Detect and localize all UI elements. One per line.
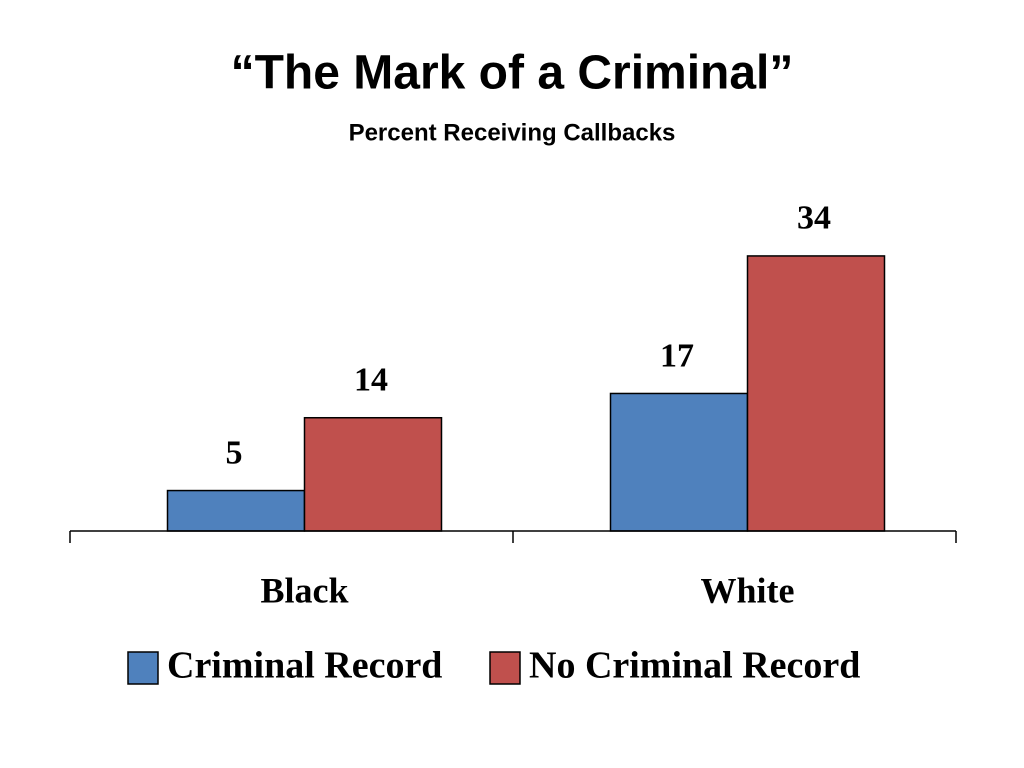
legend-swatch — [127, 651, 159, 685]
data-label: 34 — [797, 200, 831, 237]
bar — [303, 416, 443, 532]
bar — [609, 392, 749, 532]
chart-title: “The Mark of a Criminal” — [231, 47, 794, 100]
legend-swatch — [489, 651, 521, 685]
bar — [166, 489, 306, 532]
data-label: 14 — [354, 362, 388, 399]
data-label: 5 — [226, 434, 243, 471]
legend-label: No Criminal Record — [529, 645, 860, 687]
bar — [746, 255, 886, 532]
data-label: 17 — [660, 337, 694, 374]
x-tick-label: Black — [260, 570, 348, 610]
legend-label: Criminal Record — [167, 645, 442, 687]
x-tick-label: White — [701, 570, 795, 610]
chart-subtitle: Percent Receiving Callbacks — [349, 119, 676, 146]
